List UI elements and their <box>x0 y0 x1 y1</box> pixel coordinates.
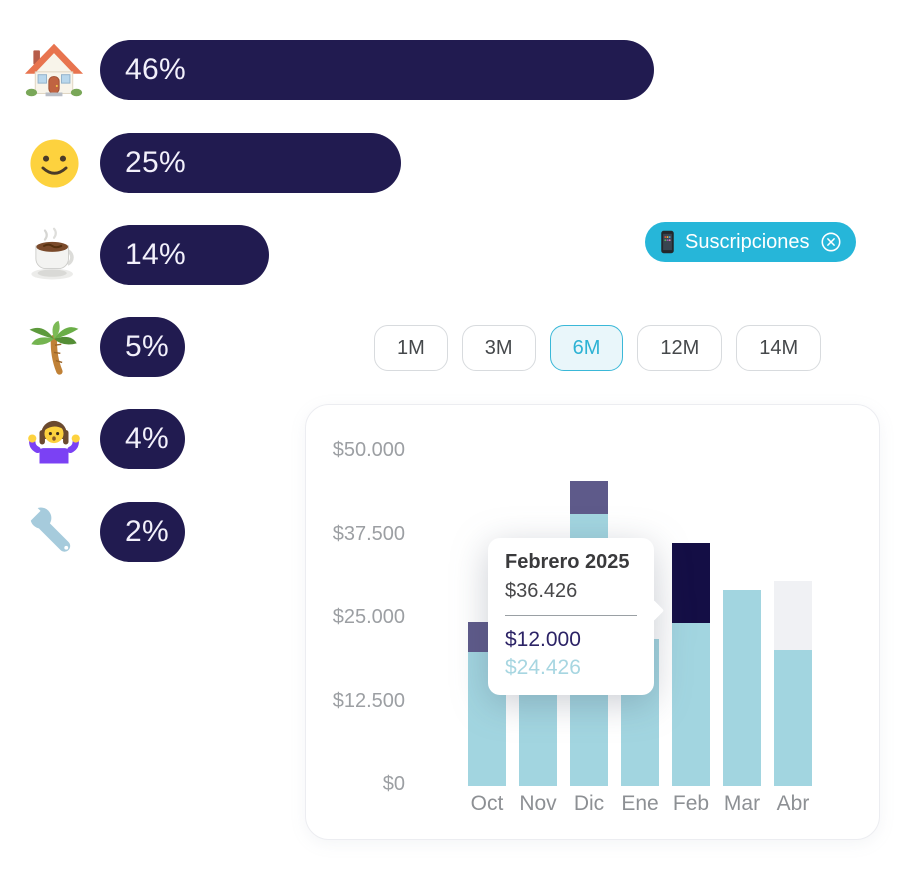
category-percent-bar[interactable]: 14% <box>100 225 269 285</box>
y-axis-tick-label: $25.000 <box>332 606 405 628</box>
palm-tree-icon <box>18 318 90 376</box>
category-percent-bar[interactable]: 46% <box>100 40 654 100</box>
bar-feb-segment-light-blue[interactable] <box>672 623 710 786</box>
filter-chip-label: Suscripciones <box>685 230 810 253</box>
range-button-label: 14M <box>759 336 799 359</box>
y-axis-tick-label: $37.500 <box>332 523 405 545</box>
bar-abr-segment-light-gray[interactable] <box>774 581 812 650</box>
person-shrugging-icon <box>18 410 90 468</box>
category-row: 4% <box>18 407 185 471</box>
range-button-3m[interactable]: 3M <box>461 325 536 371</box>
bar-feb-segment-navy[interactable] <box>672 543 710 623</box>
range-button-label: 12M <box>660 336 700 359</box>
category-row: 25% <box>18 131 401 195</box>
category-percent-label: 46% <box>125 53 186 86</box>
house-icon <box>18 40 90 100</box>
x-axis-label: Feb <box>672 792 710 815</box>
x-axis-label: Nov <box>519 792 557 815</box>
chart-tooltip: Febrero 2025 $36.426 $12.000 $24.426 <box>488 538 665 695</box>
category-percent-label: 2% <box>125 515 169 548</box>
category-row: 46% <box>18 38 654 102</box>
category-percent-bar[interactable]: 4% <box>100 409 185 469</box>
bar-mar-segment-light-blue[interactable] <box>723 590 761 786</box>
range-selector: 1M 3M 6M 12M 14M <box>374 325 822 371</box>
category-percent-bar[interactable]: 5% <box>100 317 185 377</box>
category-percent-bar[interactable]: 25% <box>100 133 401 193</box>
tooltip-total: $36.426 <box>505 580 578 602</box>
x-axis-label: Ene <box>621 792 659 815</box>
x-axis-label: Mar <box>723 792 761 815</box>
range-button-label: 3M <box>484 336 513 359</box>
tooltip-divider <box>505 615 637 616</box>
category-percent-bar[interactable]: 2% <box>100 502 185 562</box>
filter-chip-suscripciones[interactable]: Suscripciones <box>645 222 856 262</box>
category-row: 5% <box>18 315 185 379</box>
category-percent-label: 25% <box>125 146 186 179</box>
bar-abr-segment-light-blue[interactable] <box>774 650 812 786</box>
x-axis-label: Oct <box>470 792 504 815</box>
range-button-1m[interactable]: 1M <box>374 325 448 371</box>
x-axis-label: Abr <box>776 792 810 815</box>
range-button-6m[interactable]: 6M <box>549 325 624 371</box>
range-button-14m[interactable]: 14M <box>736 325 822 371</box>
coffee-icon <box>18 226 90 284</box>
smiley-icon <box>18 135 90 192</box>
x-axis-label: Dic <box>573 792 605 815</box>
mobile-phone-icon <box>660 230 675 254</box>
category-percent-label: 14% <box>125 238 186 271</box>
category-percent-label: 4% <box>125 422 169 455</box>
tooltip-primary-value: $12.000 <box>505 628 581 651</box>
tooltip-secondary-value: $24.426 <box>505 656 581 679</box>
range-button-12m[interactable]: 12M <box>637 325 723 371</box>
wrench-icon <box>18 504 90 560</box>
range-button-label: 6M <box>572 336 601 359</box>
bar-dic-segment-purple[interactable] <box>570 481 608 514</box>
tooltip-title: Febrero 2025 <box>505 551 630 573</box>
y-axis-tick-label: $12.500 <box>332 690 405 712</box>
y-axis-tick-label: $0 <box>382 773 405 795</box>
category-row: 2% <box>18 500 185 564</box>
category-row: 14% <box>18 223 269 287</box>
close-circle-icon[interactable] <box>820 231 842 253</box>
range-button-label: 1M <box>397 336 425 359</box>
category-percent-label: 5% <box>125 330 169 363</box>
y-axis-tick-label: $50.000 <box>332 439 405 461</box>
